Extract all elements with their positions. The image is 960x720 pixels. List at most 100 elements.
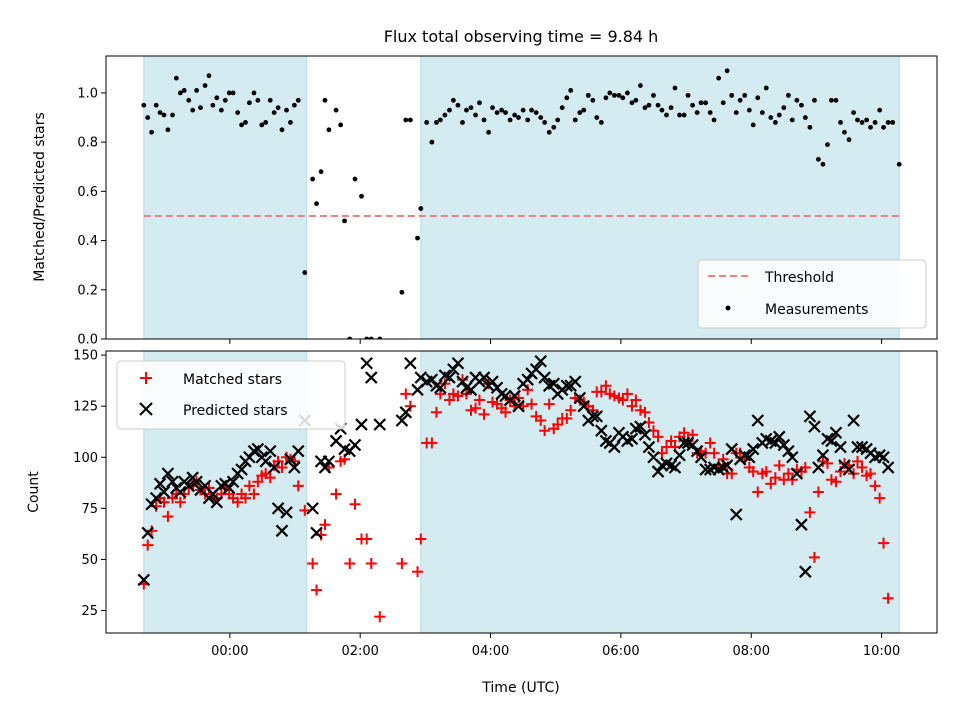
measurement-point	[314, 201, 319, 207]
measurement-point	[864, 117, 870, 123]
measurement-point	[503, 110, 508, 115]
measurement-point	[646, 102, 652, 108]
predicted-star-point	[512, 399, 525, 413]
predicted-star-point	[842, 463, 856, 476]
measurement-point	[460, 120, 465, 125]
y-tick-label: 0.0	[77, 333, 98, 348]
legend-threshold-label: Threshold	[764, 270, 834, 286]
matched-star-point	[595, 386, 607, 398]
measurement-point	[473, 112, 478, 118]
measurement-point	[450, 97, 456, 103]
legend-matched-swatch	[140, 372, 152, 384]
measurement-point	[486, 129, 491, 135]
matched-star-point	[365, 558, 377, 570]
measurement-point	[885, 120, 891, 125]
measurement-point	[812, 97, 817, 103]
measurement-point	[214, 95, 220, 101]
matched-star-point	[232, 496, 244, 508]
measurement-point	[585, 92, 591, 98]
predicted-star-point	[834, 440, 847, 454]
matched-star-point	[374, 611, 386, 623]
measurement-point	[415, 235, 420, 241]
y-tick-label: 125	[73, 400, 98, 415]
measurement-point	[668, 105, 674, 111]
measurement-point	[210, 102, 216, 108]
predicted-star-point	[447, 363, 460, 376]
measurement-point	[825, 142, 830, 147]
measurement-point	[288, 120, 293, 125]
measurement-point	[672, 85, 678, 91]
ratio-panel-frame	[105, 55, 938, 340]
measurement-point	[161, 112, 167, 118]
measurement-point	[507, 117, 513, 123]
measurement-point	[611, 92, 617, 98]
measurement-point	[785, 92, 791, 98]
matched-star-point	[513, 392, 525, 404]
measurement-point	[429, 139, 435, 145]
legend-predicted-swatch	[139, 402, 153, 416]
matched-star-point	[708, 447, 720, 459]
matched-star-point	[526, 398, 538, 410]
measurement-point	[525, 117, 531, 123]
measurement-point	[781, 105, 787, 111]
matched-star-point	[344, 558, 356, 570]
legend-matched-label: Matched stars	[183, 372, 282, 388]
predicted-star-point	[182, 479, 196, 493]
measurement-point	[659, 107, 665, 113]
measurement-point	[338, 122, 344, 128]
matched-star-point	[639, 406, 651, 418]
measurement-point	[724, 68, 730, 74]
matched-star-point	[782, 468, 794, 480]
measurement-point	[768, 115, 774, 120]
measurement-point	[877, 107, 883, 113]
matched-star-point	[299, 504, 311, 516]
predicted-star-point	[153, 477, 167, 491]
measurement-point	[190, 107, 196, 113]
matched-star-point	[882, 592, 894, 604]
measurement-point	[359, 193, 364, 199]
matched-star-point	[400, 388, 412, 400]
measurement-point	[512, 112, 518, 118]
matched-star-point	[430, 406, 442, 418]
y-tick-label: 1.0	[77, 86, 98, 101]
predicted-star-point	[141, 526, 154, 540]
measurement-point	[896, 161, 902, 167]
measurement-point	[703, 100, 709, 106]
matched-star-point	[162, 511, 174, 523]
counts-legend-box	[116, 360, 346, 430]
measurement-point	[815, 156, 821, 162]
matched-star-point	[288, 455, 300, 467]
measurement-point	[516, 115, 521, 120]
x-tick-label: 06:00	[602, 644, 639, 659]
measurement-point	[310, 176, 316, 182]
predicted-star-point	[360, 356, 373, 370]
measurement-point	[222, 97, 228, 103]
matched-star-point	[452, 390, 464, 402]
predicted-star-point	[267, 461, 281, 474]
matched-star-point	[239, 492, 251, 504]
ratio-y-axis-label: Matched/Predicted stars	[32, 112, 48, 282]
x-tick-label: 10:00	[863, 644, 900, 659]
measurement-point	[442, 112, 448, 118]
predicted-star-point	[746, 442, 760, 456]
matched-star-point	[856, 461, 868, 473]
measurement-point	[833, 97, 839, 103]
predicted-star-point	[816, 448, 830, 462]
x-axis-label: Time (UTC)	[481, 680, 559, 696]
matched-star-point	[252, 476, 264, 488]
predicted-star-point	[190, 475, 203, 489]
matched-star-point	[522, 384, 534, 396]
measurement-point	[403, 117, 409, 123]
predicted-star-point	[577, 399, 591, 413]
measurement-point	[737, 97, 743, 103]
measurement-point	[149, 129, 155, 135]
measurement-point	[368, 336, 374, 339]
y-tick-label: 0.4	[77, 234, 98, 249]
predicted-star-point	[568, 375, 582, 388]
measurement-point	[846, 137, 852, 143]
predicted-star-point	[743, 450, 756, 464]
measurement-point	[651, 92, 656, 98]
predicted-star-point	[538, 371, 551, 384]
measurement-point	[322, 97, 328, 103]
measurement-point	[520, 107, 526, 113]
